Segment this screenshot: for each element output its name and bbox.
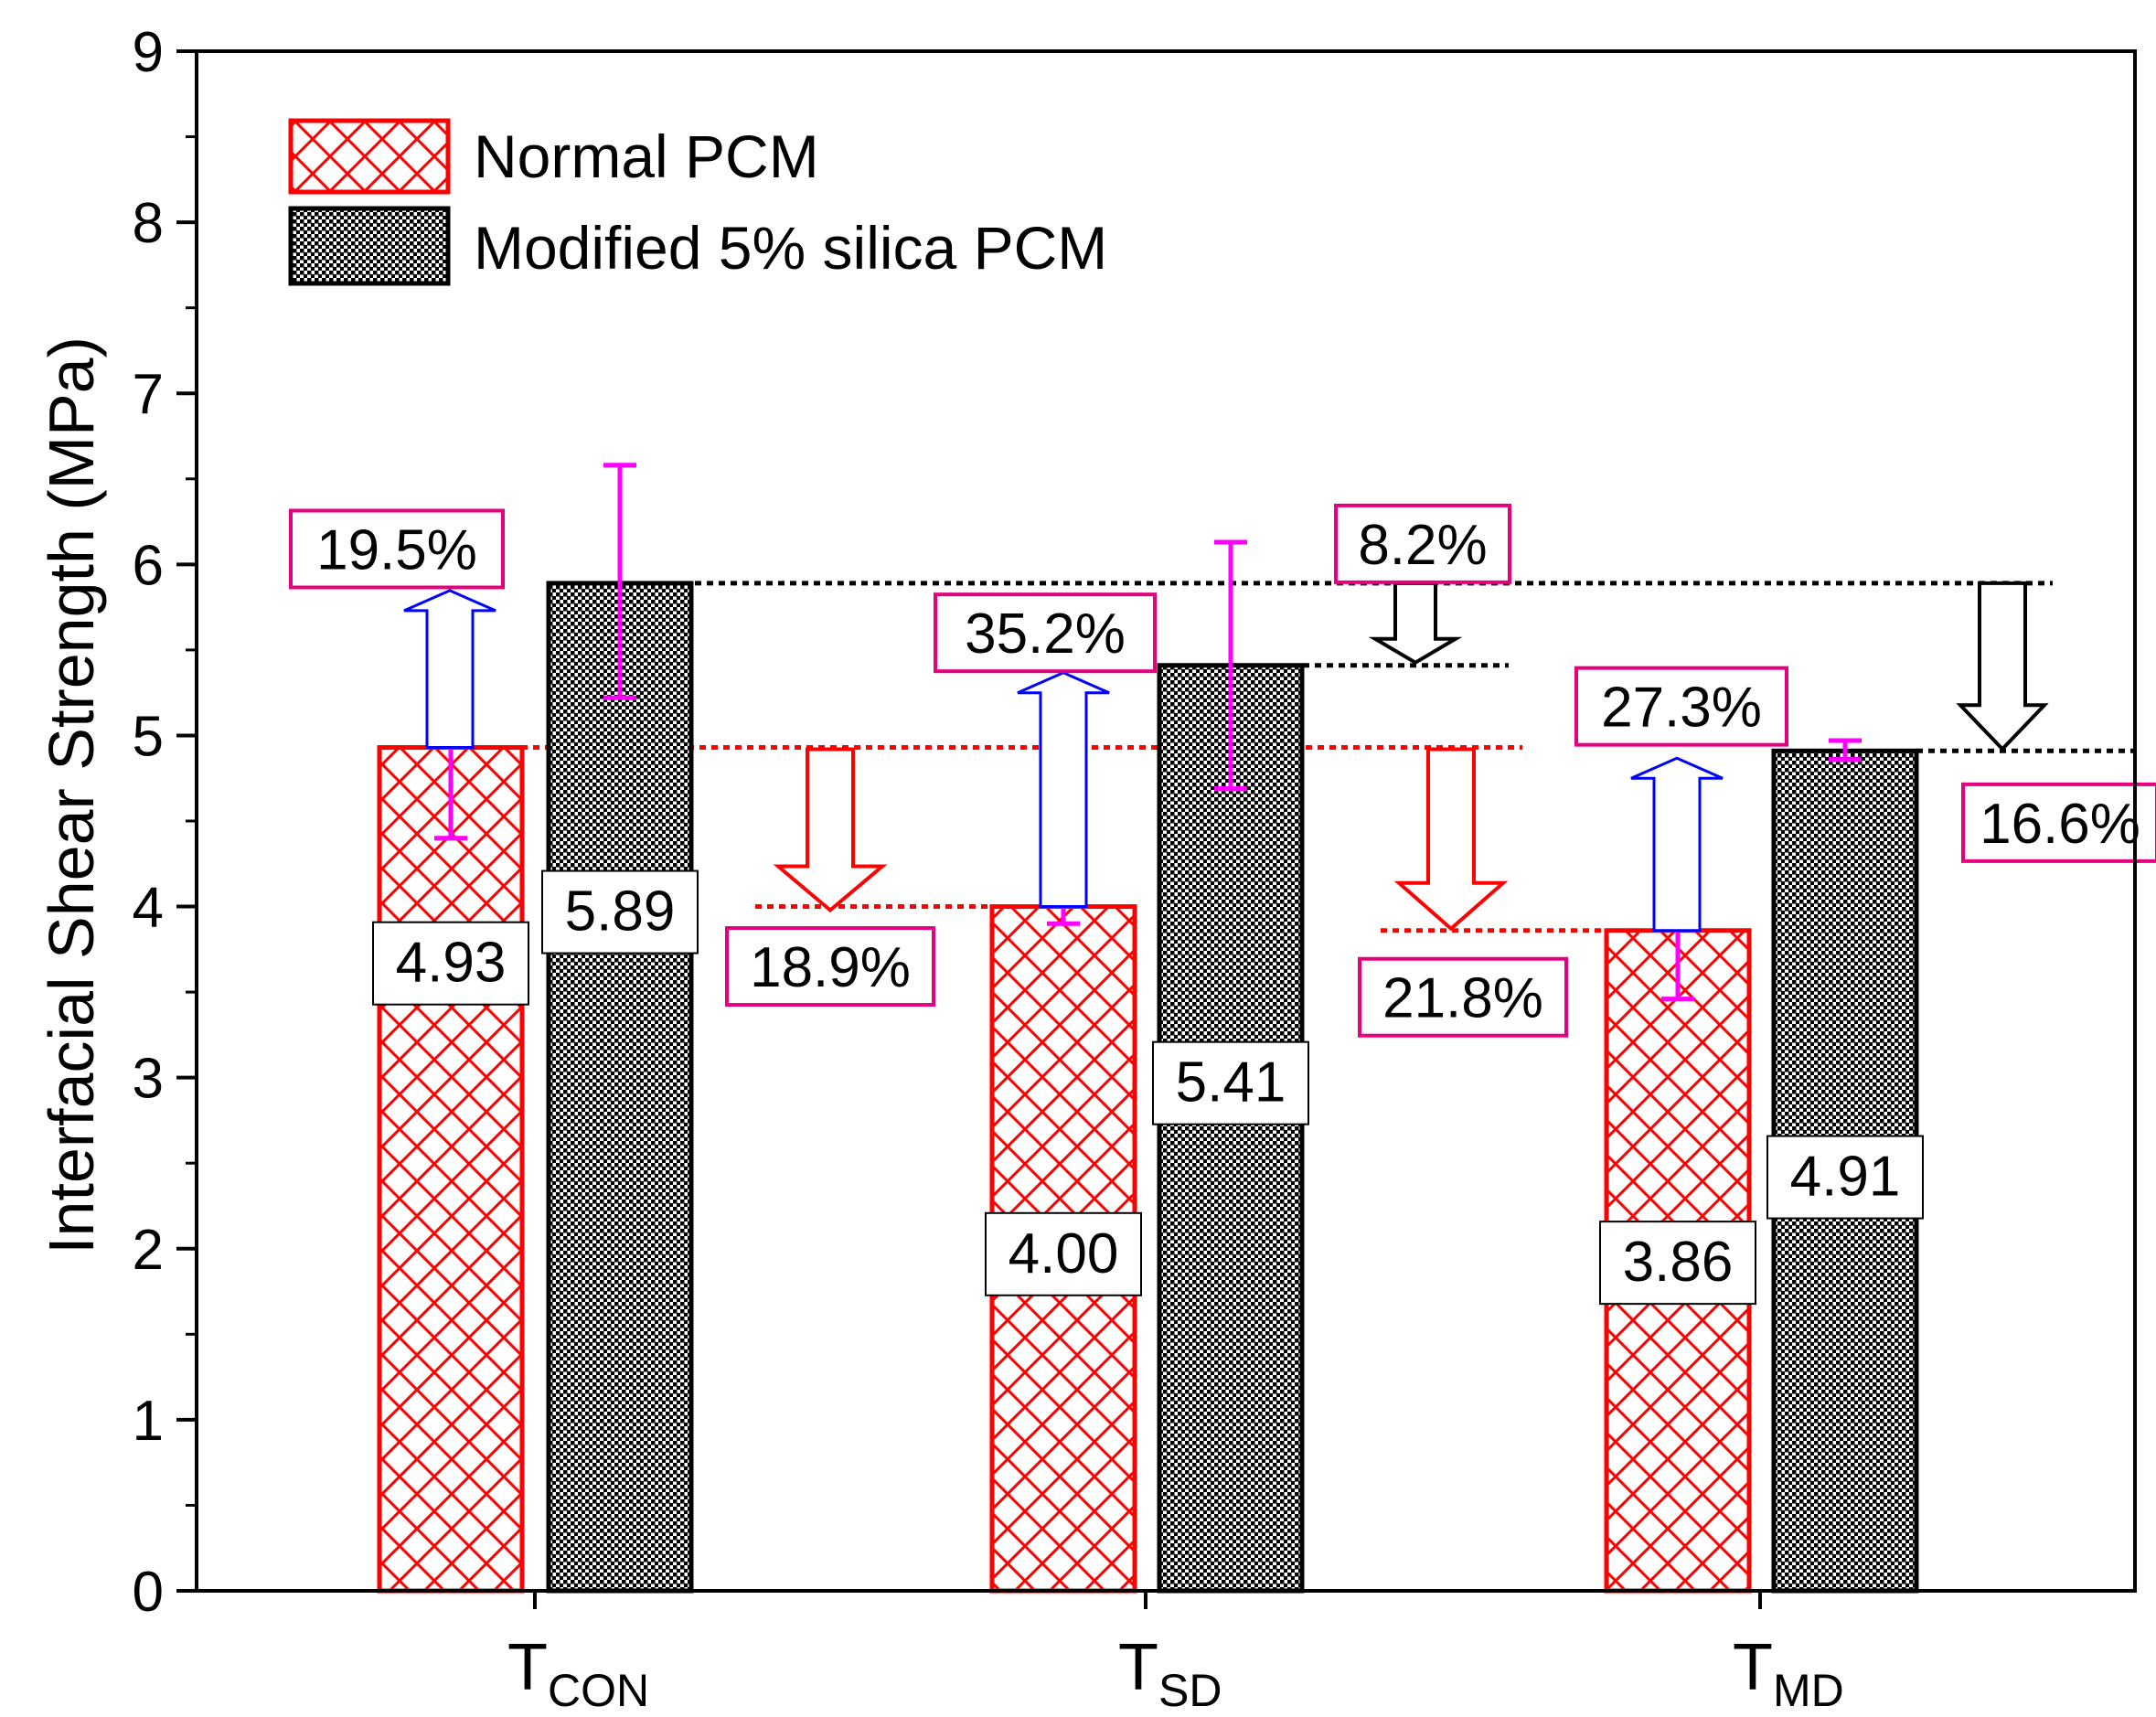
normal-decrease-arrow bbox=[1393, 747, 1509, 932]
legend: Normal PCM Modified 5% silica PCM bbox=[288, 118, 1107, 286]
value-label-box bbox=[372, 921, 529, 1006]
normal-decrease-percent-label-box bbox=[1358, 956, 1568, 1038]
modified-decrease-percent-label-box bbox=[1961, 782, 2156, 863]
y-tick-label: 9 bbox=[133, 21, 164, 84]
legend-label-normal-pcm: Normal PCM bbox=[474, 123, 819, 190]
value-label: 5.89 bbox=[565, 880, 676, 944]
y-tick-label: 1 bbox=[133, 1390, 164, 1453]
bar-modified-pcm bbox=[546, 581, 694, 1594]
modified-decrease-arrow bbox=[1368, 581, 1463, 666]
legend-swatch-normal-pcm bbox=[288, 118, 451, 195]
y-tick-label: 3 bbox=[133, 1048, 164, 1111]
y-tick-label: 8 bbox=[133, 192, 164, 255]
y-tick-label: 0 bbox=[133, 1561, 164, 1624]
increase-percent-label: 27.3% bbox=[1601, 677, 1762, 740]
modified-decrease-percent-label: 8.2% bbox=[1358, 514, 1487, 577]
modified-decrease-percent-label-box bbox=[1334, 503, 1511, 584]
y-tick-label: 4 bbox=[133, 877, 164, 940]
legend-label-modified-pcm: Modified 5% silica PCM bbox=[474, 214, 1107, 282]
increase-arrow bbox=[1630, 756, 1724, 933]
value-label: 5.41 bbox=[1176, 1051, 1286, 1114]
increase-arrow bbox=[403, 589, 496, 750]
increase-percent-label-box bbox=[289, 508, 505, 590]
bar-normal-pcm bbox=[377, 745, 525, 1594]
y-axis-title: Interfacial Shear Strength (MPa) bbox=[36, 336, 107, 1254]
y-tick-label: 6 bbox=[133, 534, 164, 597]
axes: 0 1 2 3 4 5 6 7 8 9 TCON TSD TMD bbox=[133, 21, 2137, 1716]
value-label-box bbox=[1599, 1221, 1756, 1306]
increase-percent-label-box bbox=[934, 592, 1157, 674]
normal-decrease-percent-label: 18.9% bbox=[750, 936, 911, 999]
value-label-box bbox=[1152, 1040, 1309, 1125]
normal-decrease-arrow bbox=[773, 747, 888, 913]
y-tick-label: 5 bbox=[133, 705, 164, 768]
value-label-box bbox=[1766, 1135, 1924, 1220]
value-label: 4.91 bbox=[1790, 1146, 1901, 1209]
value-label-box bbox=[985, 1211, 1142, 1296]
arrows bbox=[403, 581, 2049, 933]
x-tick-label: TSD bbox=[1118, 1631, 1222, 1716]
modified-decrease-arrow bbox=[1956, 581, 2049, 752]
y-tick-label: 7 bbox=[133, 363, 164, 426]
normal-decrease-percent-label: 21.8% bbox=[1382, 967, 1543, 1030]
bar-modified-pcm bbox=[1157, 663, 1305, 1594]
increase-percent-label: 19.5% bbox=[316, 518, 477, 581]
value-label-box bbox=[541, 869, 699, 954]
legend-swatch-modified-pcm bbox=[288, 206, 451, 286]
increase-arrow bbox=[1017, 671, 1110, 909]
increase-percent-label: 35.2% bbox=[965, 603, 1126, 666]
percent-labels: 19.5% 35.2% 27.3% 18.9% 21.8% 8.2% 16.6% bbox=[289, 503, 2156, 1038]
value-label: 4.93 bbox=[396, 932, 507, 995]
y-tick-label: 2 bbox=[133, 1219, 164, 1282]
value-labels: 4.93 4.00 3.86 5.89 5.41 4.91 bbox=[372, 869, 1924, 1306]
modified-decrease-percent-label: 16.6% bbox=[1980, 793, 2140, 856]
increase-percent-label-box bbox=[1574, 666, 1788, 747]
value-label: 4.00 bbox=[1009, 1222, 1119, 1285]
x-tick-label: TCON bbox=[507, 1631, 649, 1716]
x-tick-label: TMD bbox=[1733, 1631, 1844, 1716]
normal-decrease-percent-label-box bbox=[725, 926, 935, 1008]
value-label: 3.86 bbox=[1623, 1231, 1734, 1294]
